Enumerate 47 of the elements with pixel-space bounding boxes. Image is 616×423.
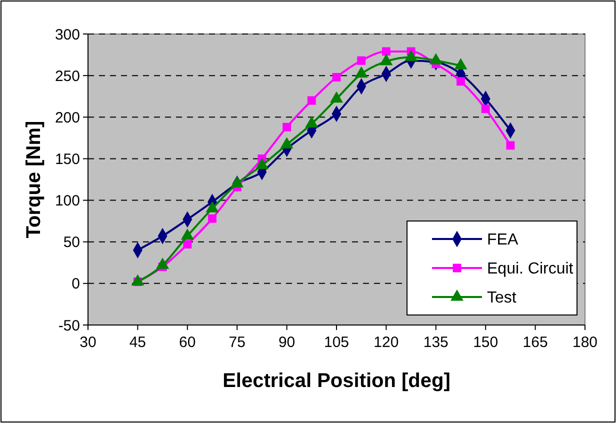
point [404, 50, 418, 62]
x-tick-label: 105 [324, 334, 350, 351]
point [183, 240, 192, 249]
y-tick-label: 0 [72, 276, 80, 293]
point [330, 92, 343, 103]
y-tick-label: -50 [58, 317, 80, 334]
x-axis-title: Electrical Position [deg] [222, 370, 450, 392]
point [282, 122, 292, 132]
point [332, 73, 341, 82]
point [132, 274, 144, 286]
legend-label: Test [487, 290, 517, 307]
point [307, 96, 316, 105]
y-axis-title: Torque [Nm] [23, 120, 45, 238]
point [230, 176, 244, 188]
y-tick-label: 100 [54, 192, 80, 210]
x-tick-label: 135 [423, 334, 448, 351]
x-tick-label: 180 [572, 334, 598, 351]
point [181, 229, 194, 240]
x-tick-label: 150 [473, 334, 498, 351]
point [206, 202, 218, 212]
point [280, 138, 293, 148]
y-tick-label: 50 [63, 234, 80, 252]
point [208, 214, 216, 223]
x-tick-label: 30 [80, 334, 96, 351]
x-tick-label: 120 [374, 334, 399, 351]
y-tick-label: 150 [54, 150, 80, 168]
point [357, 56, 366, 65]
legend-label: Equi. Circuit [487, 260, 574, 278]
x-tick-label: 165 [522, 334, 548, 351]
point [355, 66, 368, 78]
x-tick-label: 45 [129, 334, 146, 351]
point [306, 116, 318, 128]
legend-label: FEA [487, 232, 518, 249]
x-tick-label: 75 [228, 334, 246, 351]
y-tick-label: 200 [54, 109, 80, 126]
point [382, 47, 390, 56]
x-tick-label: 90 [278, 334, 296, 351]
point [454, 58, 467, 70]
point [481, 104, 490, 114]
x-tick-label: 60 [179, 334, 196, 351]
point [256, 158, 268, 170]
point [156, 258, 169, 269]
point [456, 77, 465, 86]
y-tick-label: 300 [54, 26, 80, 44]
point [506, 141, 515, 150]
y-tick-label: 250 [54, 68, 80, 85]
point [430, 54, 442, 64]
